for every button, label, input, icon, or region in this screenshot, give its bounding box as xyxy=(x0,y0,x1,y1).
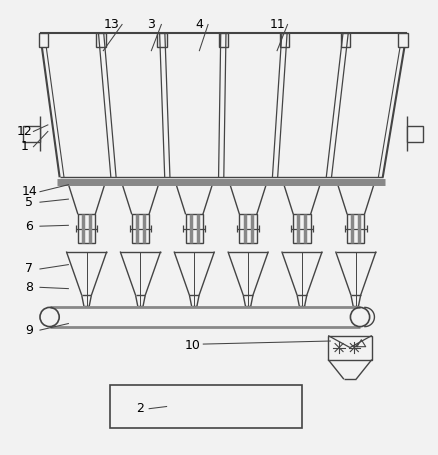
Text: 10: 10 xyxy=(185,339,201,352)
Bar xyxy=(23,126,40,142)
Text: 12: 12 xyxy=(17,125,32,138)
Bar xyxy=(157,33,167,47)
Bar xyxy=(341,33,350,47)
Bar xyxy=(110,384,302,428)
Bar xyxy=(328,335,372,359)
Bar xyxy=(186,214,203,243)
Bar xyxy=(280,33,289,47)
Bar xyxy=(132,214,149,243)
Text: 14: 14 xyxy=(21,185,37,198)
Bar xyxy=(78,214,95,243)
Text: 7: 7 xyxy=(25,263,33,275)
Text: 1: 1 xyxy=(21,140,28,153)
Text: 8: 8 xyxy=(25,281,33,294)
Text: 11: 11 xyxy=(270,18,286,31)
Text: 13: 13 xyxy=(104,18,120,31)
Text: 5: 5 xyxy=(25,196,33,209)
Bar xyxy=(347,214,364,243)
Text: 2: 2 xyxy=(137,402,145,415)
Text: 9: 9 xyxy=(25,324,33,337)
Text: 4: 4 xyxy=(195,18,203,31)
Text: 6: 6 xyxy=(25,220,33,233)
Bar xyxy=(240,214,257,243)
Bar xyxy=(96,33,106,47)
Text: 3: 3 xyxy=(148,18,155,31)
Bar xyxy=(219,33,228,47)
Bar xyxy=(39,33,48,47)
Bar xyxy=(399,33,408,47)
Bar xyxy=(407,126,424,142)
Bar xyxy=(293,214,311,243)
